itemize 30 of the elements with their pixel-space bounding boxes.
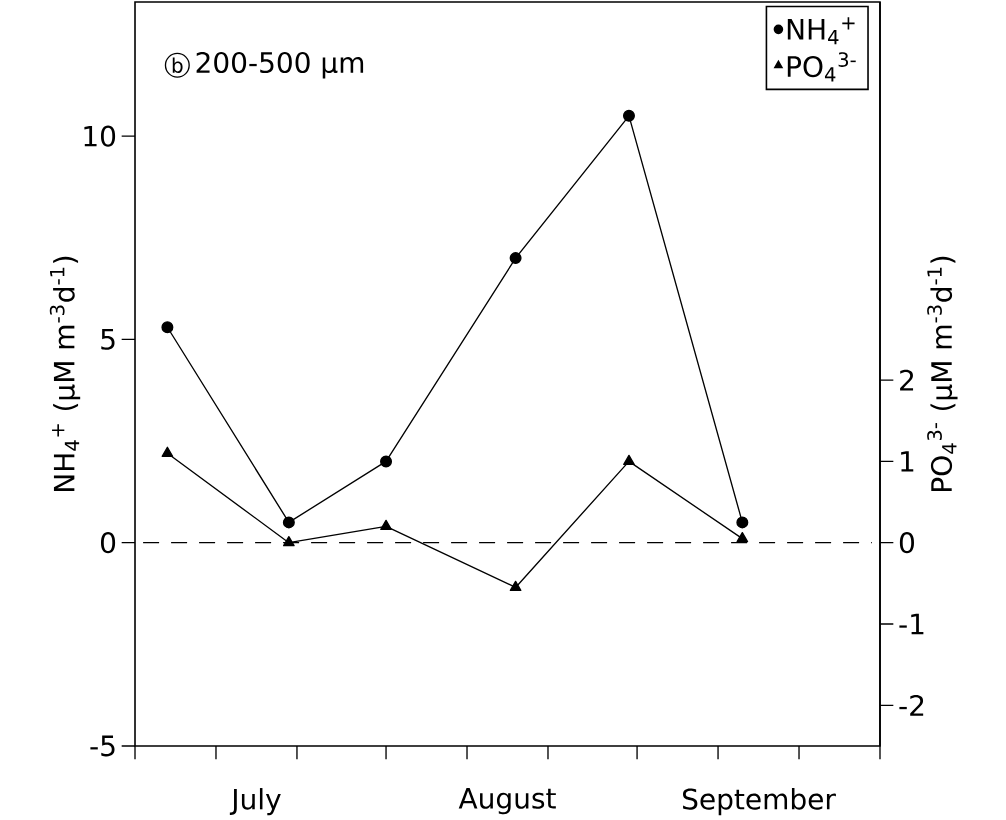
y2-tick-label: -1 [899, 613, 924, 635]
point [622, 109, 635, 122]
y-tick-label: 0 [100, 532, 116, 554]
point [736, 516, 749, 529]
annotation: 200-500 µm [196, 51, 364, 79]
y2-tick-label: 0 [899, 532, 914, 554]
annotation: b [172, 57, 183, 73]
y2-tick-label: 1 [901, 451, 914, 472]
x-tick-label: July [229, 788, 281, 816]
y-tick-label: 10 [84, 125, 116, 147]
point [161, 321, 174, 334]
point [509, 252, 522, 265]
legend-label: NH$_{4}$+ [787, 17, 855, 45]
y2-axis-title: PO$_{4}$$^{3-}$ (µM m$^{-3}$d$^{-1}$) [927, 256, 958, 491]
point [380, 455, 393, 468]
point [283, 536, 295, 547]
point [282, 516, 295, 529]
y-tick-label: -5 [90, 735, 115, 757]
y2-tick-label: 2 [900, 369, 914, 391]
y-tick-label: 5 [101, 329, 115, 350]
y-axis-title: NH$_{4}$$^{+}$ (µM m$^{-3}$d$^{-1}$) [49, 256, 81, 491]
point [736, 531, 749, 543]
y2-tick-label: -2 [899, 694, 924, 716]
x-tick-label: August [458, 788, 556, 815]
x-tick-label: September [682, 788, 836, 816]
point [380, 519, 392, 531]
point [161, 446, 174, 457]
point [509, 580, 522, 592]
legend-label: PO$_{4}$3- [787, 52, 856, 82]
point [623, 454, 635, 466]
